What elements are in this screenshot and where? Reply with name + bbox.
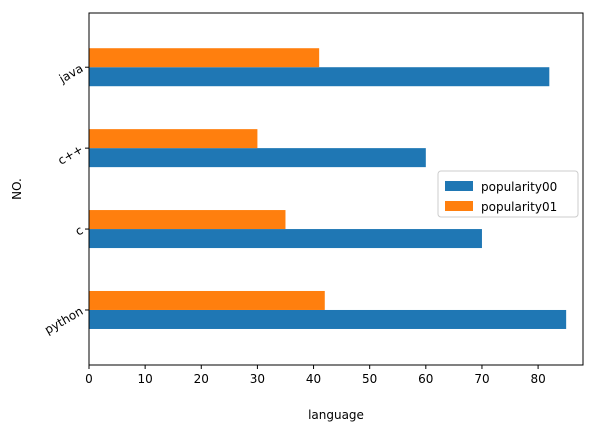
x-tick-label: 40	[306, 372, 321, 386]
y-tick-label: java	[56, 61, 86, 86]
x-tick-label: 80	[530, 372, 545, 386]
bar-popularity01-cplusplus	[89, 129, 258, 149]
x-axis-label: language	[308, 408, 364, 422]
legend-label-popularity00: popularity00	[481, 180, 557, 194]
y-tick-label: python	[42, 304, 85, 337]
bar-popularity00-c	[89, 229, 482, 249]
y-axis-label: NO.	[10, 178, 24, 200]
y-tick-label: c++	[55, 142, 85, 167]
y-axis-ticks: python c c++ java	[42, 61, 89, 337]
bar-popularity01-c	[89, 210, 286, 230]
bar-popularity00-java	[89, 67, 550, 87]
legend: popularity00 popularity01	[437, 170, 579, 218]
x-tick-label: 30	[250, 372, 265, 386]
legend-label-popularity01: popularity01	[481, 200, 557, 214]
legend-swatch-popularity00	[445, 181, 473, 191]
plot-frame	[88, 12, 584, 366]
x-tick-label: 60	[418, 372, 433, 386]
x-tick-label: 50	[362, 372, 377, 386]
bar-popularity01-java	[89, 48, 320, 68]
x-tick-label: 10	[137, 372, 152, 386]
bar-popularity00-cplusplus	[89, 148, 426, 168]
x-tick-label: 20	[194, 372, 209, 386]
bars-layer	[89, 48, 567, 329]
bar-popularity01-python	[89, 290, 325, 310]
legend-swatch-popularity01	[445, 201, 473, 211]
y-tick-label: c	[73, 223, 86, 238]
x-tick-label: 0	[85, 372, 93, 386]
x-axis-ticks: 0 10 20 30 40 50 60 70 80	[85, 365, 546, 386]
bar-popularity00-python	[89, 309, 567, 329]
x-tick-label: 70	[474, 372, 489, 386]
